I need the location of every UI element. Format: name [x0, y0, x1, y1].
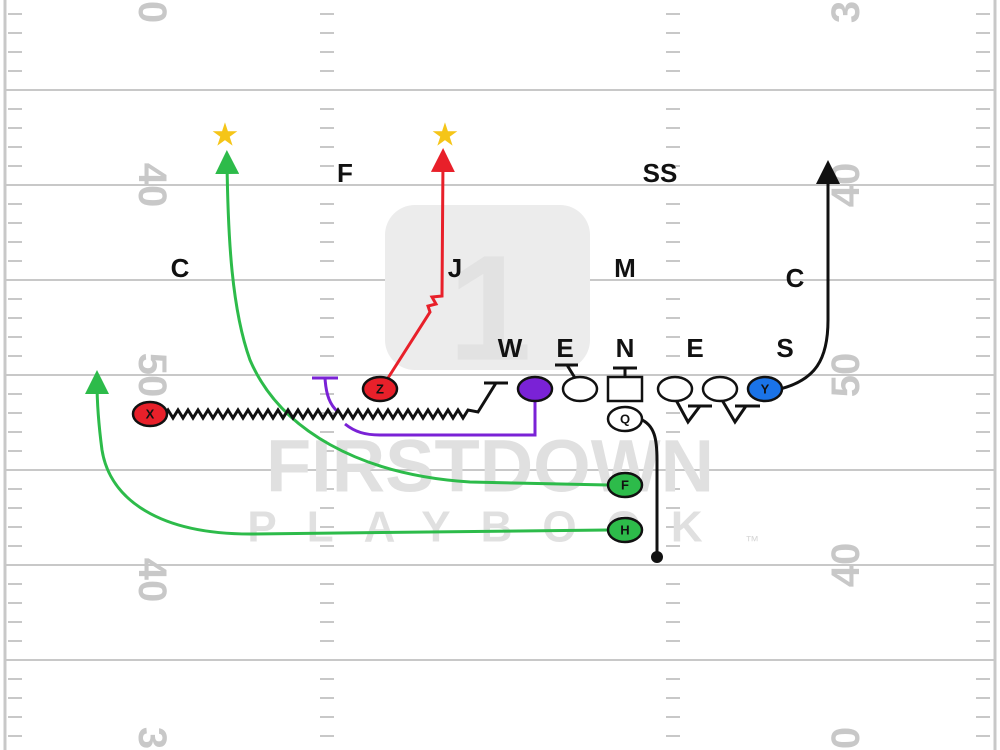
defender-label: W	[498, 333, 523, 363]
yard-number: 40	[824, 163, 868, 208]
yard-number: 40	[824, 543, 868, 588]
block	[613, 366, 637, 377]
player-lineman	[561, 375, 599, 403]
player-lineman	[656, 375, 694, 403]
route-x	[163, 382, 498, 421]
defender-label: E	[556, 333, 573, 363]
player	[606, 516, 644, 544]
block	[555, 363, 578, 379]
yard-number: 3	[824, 1, 868, 23]
player-label: H	[620, 523, 629, 538]
yard-number: 40	[130, 163, 174, 208]
defender-label: C	[786, 263, 805, 293]
player-w	[516, 375, 554, 403]
yard-number: 0	[130, 1, 174, 23]
logo-watermark	[385, 205, 590, 370]
player	[606, 471, 644, 499]
player-label: Z	[376, 382, 384, 397]
player-center	[606, 375, 644, 403]
route-h	[85, 370, 609, 536]
player-label: F	[621, 478, 629, 493]
defender-label: E	[686, 333, 703, 363]
block	[674, 399, 712, 425]
defender-label: S	[776, 333, 793, 363]
logo-figure: 1	[448, 224, 531, 392]
yard-number: 40	[130, 558, 174, 603]
player-lineman	[701, 375, 739, 403]
defender-label: J	[448, 253, 462, 283]
defender-label: F	[337, 158, 353, 188]
player-label: Y	[761, 382, 770, 397]
yard-number: 50	[824, 353, 868, 398]
player	[606, 405, 644, 433]
defender-label: SS	[643, 158, 678, 188]
player-label: X	[146, 407, 155, 422]
route-w	[323, 377, 537, 437]
block	[720, 399, 760, 425]
route-y	[779, 160, 840, 391]
defender-label: C	[171, 253, 190, 283]
star: ★	[431, 116, 460, 152]
yard-number: 50	[130, 353, 174, 398]
route-q	[639, 417, 659, 557]
defender-label: M	[614, 253, 636, 283]
brand-subtitle: PLAYBOOK	[247, 503, 732, 552]
trademark: ™	[745, 533, 759, 549]
route-z	[386, 148, 455, 379]
yard-number: 0	[824, 727, 868, 749]
yard-number: 3	[130, 727, 174, 749]
route-f	[215, 150, 609, 487]
player-label: Q	[620, 412, 630, 427]
player	[361, 375, 399, 403]
route-end	[651, 551, 663, 563]
defender-label: N	[616, 333, 635, 363]
player	[746, 375, 784, 403]
brand-watermark: FIRSTDOWN	[266, 425, 714, 508]
player	[131, 400, 169, 428]
star: ★	[211, 116, 240, 152]
field-lines: 0 40 50 40 3 3 40 50 40 0	[3, 0, 997, 750]
